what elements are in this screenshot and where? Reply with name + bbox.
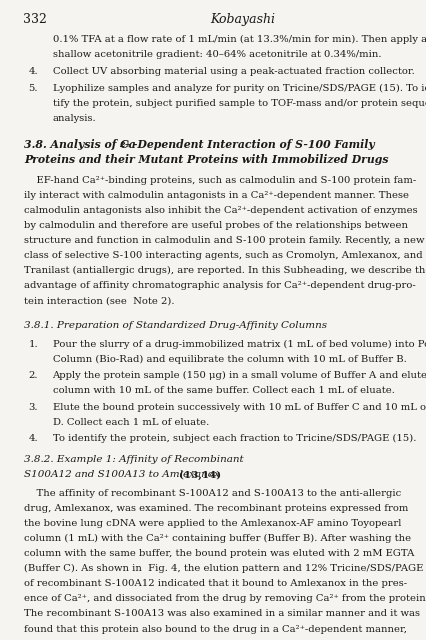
Text: S100A12 and S100A13 to Amlexanox: S100A12 and S100A13 to Amlexanox (24, 470, 223, 479)
Text: shallow acetonitrile gradient: 40–64% acetonitrile at 0.34%/min.: shallow acetonitrile gradient: 40–64% ac… (52, 50, 380, 59)
Text: tify the protein, subject purified sample to TOF-mass and/or protein sequencing: tify the protein, subject purified sampl… (52, 99, 426, 108)
Text: 4.: 4. (28, 67, 38, 76)
Text: by calmodulin and therefore are useful probes of the relationships between: by calmodulin and therefore are useful p… (24, 221, 407, 230)
Text: -Dependent Interaction of S-100 Family: -Dependent Interaction of S-100 Family (132, 139, 374, 150)
Text: D. Collect each 1 mL of eluate.: D. Collect each 1 mL of eluate. (52, 418, 208, 427)
Text: (Buffer C). As shown in  Fig. 4, the elution pattern and 12% Tricine/SDS/PAGE: (Buffer C). As shown in Fig. 4, the elut… (24, 564, 423, 573)
Text: ence of Ca²⁺, and dissociated from the drug by removing Ca²⁺ from the protein.: ence of Ca²⁺, and dissociated from the d… (24, 595, 426, 604)
Text: analysis.: analysis. (52, 115, 96, 124)
Text: of recombinant S-100A12 indicated that it bound to Amlexanox in the pres-: of recombinant S-100A12 indicated that i… (24, 579, 406, 588)
Text: the bovine lung cDNA were applied to the Amlexanox-AF amino Toyopearl: the bovine lung cDNA were applied to the… (24, 519, 400, 528)
Text: 3.8.2. Example 1: Affinity of Recombinant: 3.8.2. Example 1: Affinity of Recombinan… (24, 455, 243, 464)
Text: Lyophilize samples and analyze for purity on Tricine/SDS/PAGE (15). To iden-: Lyophilize samples and analyze for purit… (52, 84, 426, 93)
Text: The affinity of recombinant S-100A12 and S-100A13 to the anti-allergic: The affinity of recombinant S-100A12 and… (24, 489, 400, 498)
Text: Tranilast (antiallergic drugs), are reported. In this Subheading, we describe th: Tranilast (antiallergic drugs), are repo… (24, 266, 426, 275)
Text: 0.1% TFA at a flow rate of 1 mL/min (at 13.3%/min for min). Then apply a: 0.1% TFA at a flow rate of 1 mL/min (at … (52, 35, 426, 44)
Text: The recombinant S-100A13 was also examined in a similar manner and it was: The recombinant S-100A13 was also examin… (24, 609, 419, 618)
Text: drug, Amlexanox, was examined. The recombinant proteins expressed from: drug, Amlexanox, was examined. The recom… (24, 504, 408, 513)
Text: To identify the protein, subject each fraction to Tricine/SDS/PAGE (15).: To identify the protein, subject each fr… (52, 434, 415, 443)
Text: 5.: 5. (28, 84, 38, 93)
Text: calmodulin antagonists also inhibit the Ca²⁺-dependent activation of enzymes: calmodulin antagonists also inhibit the … (24, 206, 417, 215)
Text: 3.8.1. Preparation of Standardized Drug-Affinity Columns: 3.8.1. Preparation of Standardized Drug-… (24, 321, 326, 330)
Text: 4.: 4. (28, 434, 38, 443)
Text: Collect UV absorbing material using a peak-actuated fraction collector.: Collect UV absorbing material using a pe… (52, 67, 413, 76)
Text: structure and function in calmodulin and S-100 protein family. Recently, a new: structure and function in calmodulin and… (24, 236, 423, 245)
Text: 3.8. Analysis of Ca: 3.8. Analysis of Ca (24, 139, 135, 150)
Text: column (1 mL) with the Ca²⁺ containing buffer (Buffer B). After washing the: column (1 mL) with the Ca²⁺ containing b… (24, 534, 410, 543)
Text: 1.: 1. (28, 340, 38, 349)
Text: EF-hand Ca²⁺-binding proteins, such as calmodulin and S-100 protein fam-: EF-hand Ca²⁺-binding proteins, such as c… (24, 176, 415, 185)
Text: Column (Bio-Rad) and equilibrate the column with 10 mL of Buffer B.: Column (Bio-Rad) and equilibrate the col… (52, 355, 405, 364)
Text: 332: 332 (23, 13, 46, 26)
Text: Pour the slurry of a drug-immobilized matrix (1 mL of bed volume) into Polyprep-: Pour the slurry of a drug-immobilized ma… (52, 340, 426, 349)
Text: column with the same buffer, the bound protein was eluted with 2 mM EGTA: column with the same buffer, the bound p… (24, 549, 414, 558)
Text: Proteins and their Mutant Proteins with Immobilized Drugs: Proteins and their Mutant Proteins with … (24, 154, 388, 165)
Text: class of selective S-100 interacting agents, such as Cromolyn, Amlexanox, and: class of selective S-100 interacting age… (24, 252, 422, 260)
Text: 2.: 2. (28, 371, 38, 380)
Text: Kobayashi: Kobayashi (210, 13, 275, 26)
Text: Elute the bound protein successively with 10 mL of Buffer C and 10 mL of Buffer: Elute the bound protein successively wit… (52, 403, 426, 412)
Text: (13,14): (13,14) (178, 470, 220, 479)
Text: advantage of affinity chromatographic analysis for Ca²⁺-dependent drug-pro-: advantage of affinity chromatographic an… (24, 282, 415, 291)
Text: 2+: 2+ (119, 141, 131, 148)
Text: 3.: 3. (28, 403, 38, 412)
Text: ily interact with calmodulin antagonists in a Ca²⁺-dependent manner. These: ily interact with calmodulin antagonists… (24, 191, 408, 200)
Text: Apply the protein sample (150 μg) in a small volume of Buffer A and elute the: Apply the protein sample (150 μg) in a s… (52, 371, 426, 380)
Text: tein interaction (see  Note 2).: tein interaction (see Note 2). (24, 296, 174, 305)
Text: column with 10 mL of the same buffer. Collect each 1 mL of eluate.: column with 10 mL of the same buffer. Co… (52, 386, 394, 396)
Text: found that this protein also bound to the drug in a Ca²⁺-dependent manner,: found that this protein also bound to th… (24, 625, 406, 634)
